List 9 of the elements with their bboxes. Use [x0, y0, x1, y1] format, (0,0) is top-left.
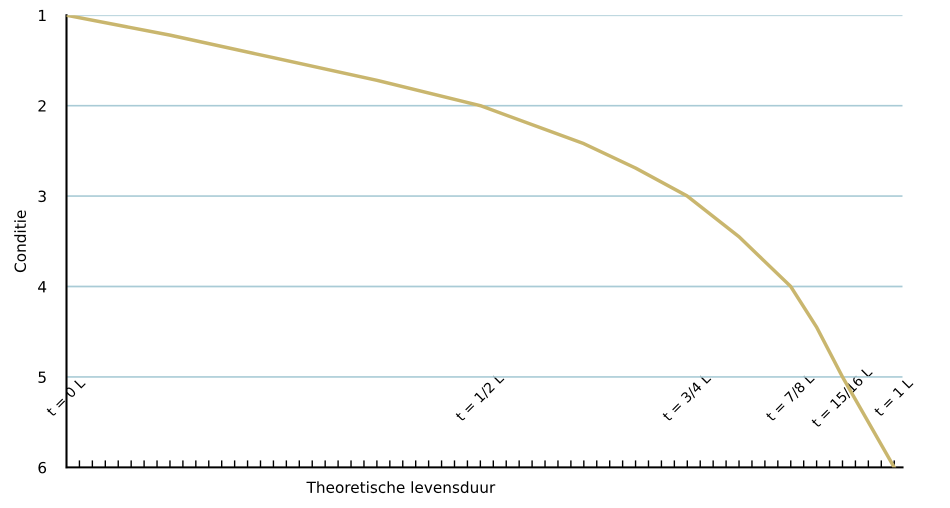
x-axis-title: Theoretische levensduur — [306, 481, 496, 494]
y-tick-label: 5 — [38, 372, 46, 383]
y-tick-label: 1 — [39, 10, 46, 22]
y-tick-label: 6 — [38, 462, 46, 474]
y-tick-label: 4 — [38, 281, 46, 292]
y-tick-label: 3 — [38, 190, 46, 202]
y-axis-title: Conditie — [14, 210, 26, 272]
x-tick-label: t = 1 L — [873, 376, 914, 417]
y-tick-label: 2 — [38, 100, 46, 112]
